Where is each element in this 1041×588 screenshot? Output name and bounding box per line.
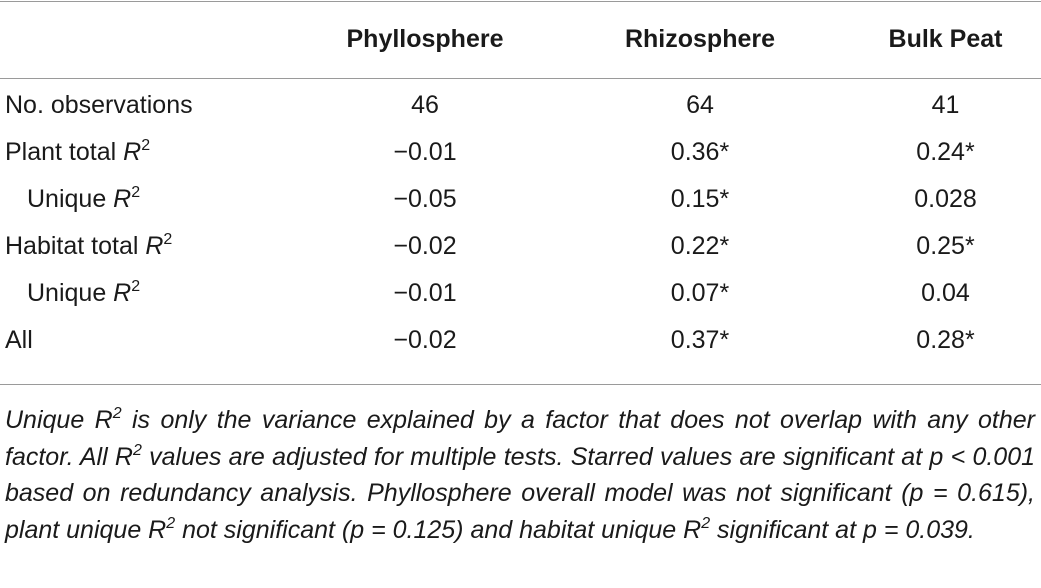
row-label: Unique R2	[27, 184, 141, 214]
cell-rhizosphere: 0.15*	[670, 185, 730, 213]
cell-phyllosphere: −0.02	[393, 232, 457, 260]
table-row: Unique R2 −0.05 0.15* 0.028	[0, 176, 1041, 223]
header-row: Phyllosphere Rhizosphere Bulk Peat	[0, 0, 1041, 78]
cell-rhizosphere: 0.22*	[670, 232, 730, 260]
table-row: Unique R2 −0.01 0.07* 0.04	[0, 270, 1041, 317]
cell-phyllosphere: −0.02	[393, 326, 457, 354]
row-label: Habitat total R2	[5, 231, 173, 261]
header-empty	[0, 0, 300, 78]
cell-phyllosphere: −0.01	[393, 138, 457, 166]
cell-rhizosphere: 0.37*	[670, 326, 730, 354]
table-header-rule	[0, 78, 1041, 79]
header-bulk-peat: Bulk Peat	[888, 24, 1003, 53]
row-label: No. observations	[5, 91, 193, 119]
row-label: Plant total R2	[5, 137, 151, 167]
cell-phyllosphere: −0.05	[393, 185, 457, 213]
cell-rhizosphere: 64	[686, 91, 714, 119]
cell-bulk-peat: 0.24*	[916, 138, 975, 166]
table-top-rule	[0, 1, 1041, 2]
cell-rhizosphere: 0.36*	[670, 138, 730, 166]
table-row: All −0.02 0.37* 0.28*	[0, 317, 1041, 364]
cell-phyllosphere: 46	[411, 91, 439, 119]
cell-bulk-peat: 0.028	[914, 185, 977, 213]
cell-bulk-peat: 0.28*	[916, 326, 975, 354]
row-label: All	[5, 326, 33, 354]
table-bottom-rule	[0, 384, 1041, 385]
header-rhizosphere: Rhizosphere	[624, 24, 776, 53]
cell-bulk-peat: 0.04	[921, 279, 970, 307]
table-row: No. observations 46 64 41	[0, 78, 1041, 129]
row-label: Unique R2	[27, 278, 141, 308]
cell-phyllosphere: −0.01	[393, 279, 457, 307]
table-footnote: Unique R2 is only the variance explained…	[5, 405, 1036, 544]
cell-bulk-peat: 41	[931, 91, 960, 119]
results-table: Phyllosphere Rhizosphere Bulk Peat No. o…	[0, 0, 1041, 364]
cell-bulk-peat: 0.25*	[916, 232, 975, 260]
table-row: Habitat total R2 −0.02 0.22* 0.25*	[0, 223, 1041, 270]
cell-rhizosphere: 0.07*	[670, 279, 730, 307]
table-row: Plant total R2 −0.01 0.36* 0.24*	[0, 129, 1041, 176]
header-phyllosphere: Phyllosphere	[346, 24, 504, 53]
